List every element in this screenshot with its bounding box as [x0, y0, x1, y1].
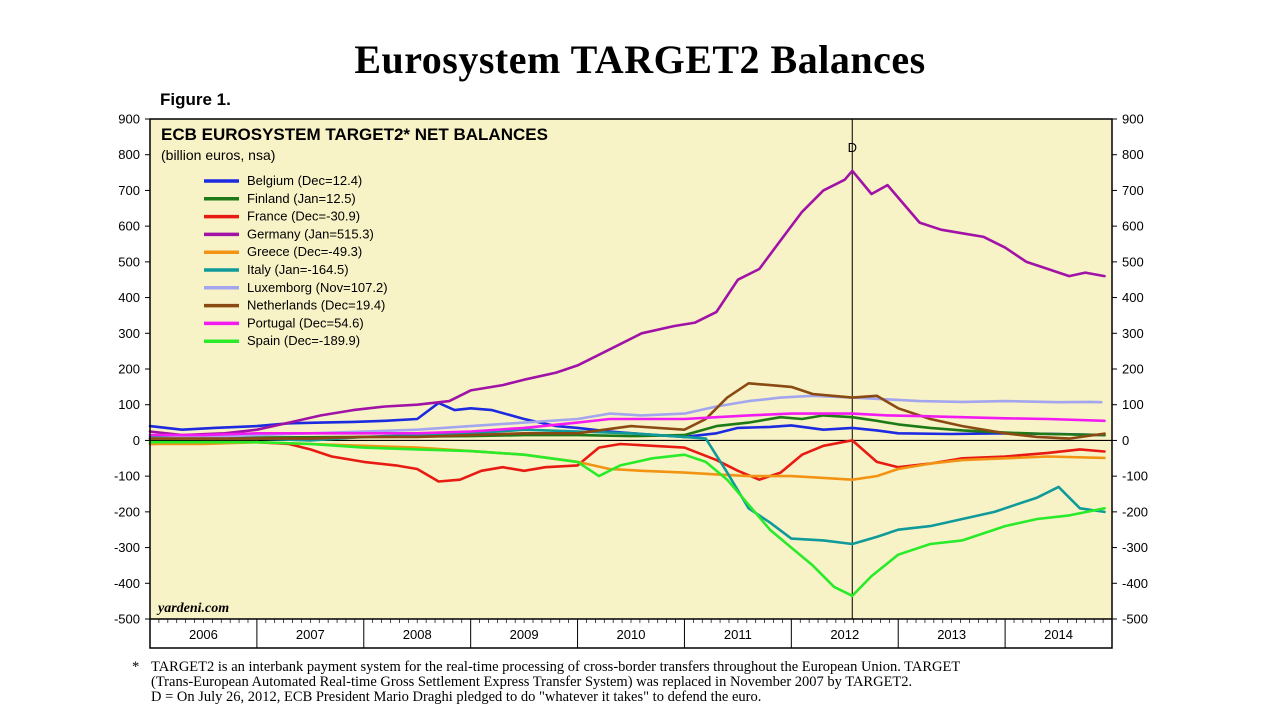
- footnote-line: (Trans-European Automated Real-time Gros…: [151, 674, 913, 690]
- y-tick-label-left: 600: [118, 219, 140, 234]
- legend-label: Italy (Jan=-164.5): [247, 262, 349, 277]
- series-line: [148, 401, 1106, 439]
- y-tick-label-right: 100: [1122, 397, 1144, 412]
- x-tick-label: 2011: [724, 627, 752, 642]
- footnote-marker: *: [132, 659, 140, 675]
- x-tick-label: 2014: [1044, 627, 1073, 642]
- plot-frame: [149, 118, 1113, 649]
- legend-label: Belgium (Dec=12.4): [247, 173, 362, 188]
- legend-label: Spain (Dec=-189.9): [247, 333, 360, 348]
- y-tick-label-right: 900: [1122, 112, 1144, 127]
- y-tick-label-left: 500: [118, 254, 140, 269]
- y-axis-ticks: 900 900 800 800 700 700 600 600 500 500 400 400 300 3…: [114, 112, 1148, 627]
- legend-label: Luxemborg (Nov=107.2): [247, 280, 388, 295]
- plot-background: [150, 119, 1112, 619]
- series-line: [148, 394, 1103, 440]
- series-lines: [148, 169, 1106, 598]
- y-tick-label-left: 400: [118, 290, 140, 305]
- series-line: [148, 169, 1106, 437]
- y-tick-label-left: 800: [118, 147, 140, 162]
- y-tick-label-right: 700: [1122, 183, 1144, 198]
- chart-title: ECB EUROSYSTEM TARGET2* NET BALANCES: [161, 125, 548, 144]
- legend: Belgium (Dec=12.4) Finland (Jan=12.5) Fran…: [204, 173, 388, 348]
- annotation-label: D: [848, 140, 857, 155]
- y-tick-label-right: 400: [1122, 290, 1144, 305]
- legend-label: Germany (Jan=515.3): [247, 226, 374, 241]
- y-tick-label-right: -200: [1122, 504, 1148, 519]
- legend-label: Portugal (Dec=54.6): [247, 315, 364, 330]
- x-tick-label: 2006: [189, 627, 218, 642]
- watermark: yardeni.com: [156, 601, 229, 616]
- figure-label: Figure 1.: [160, 90, 231, 109]
- y-tick-label-right: 0: [1122, 433, 1129, 448]
- legend-label: Finland (Jan=12.5): [247, 191, 356, 206]
- y-tick-label-left: 300: [118, 326, 140, 341]
- x-tick-label: 2007: [296, 627, 325, 642]
- y-tick-label-right: 200: [1122, 362, 1144, 377]
- y-tick-label-left: -200: [114, 504, 140, 519]
- legend-label: France (Dec=-30.9): [247, 209, 360, 224]
- legend-label: Greece (Dec=-49.3): [247, 244, 362, 259]
- y-tick-label-left: 900: [118, 112, 140, 127]
- y-tick-label-right: -400: [1122, 576, 1148, 591]
- x-axis-bands: 2006 2007 2008 2009 2010 2011 2012 2013 2014: [149, 618, 1113, 648]
- y-tick-label-right: 800: [1122, 147, 1144, 162]
- y-tick-label-right: -500: [1122, 612, 1148, 627]
- y-tick-label-left: 700: [118, 183, 140, 198]
- legend-label: Netherlands (Dec=19.4): [247, 298, 385, 313]
- y-tick-label-left: 0: [133, 433, 140, 448]
- y-tick-label-left: 100: [118, 397, 140, 412]
- footnote-line: TARGET2 is an interbank payment system f…: [151, 659, 961, 675]
- y-tick-label-left: 200: [118, 362, 140, 377]
- y-tick-label-left: -300: [114, 540, 140, 555]
- x-tick-label: 2013: [937, 627, 966, 642]
- x-tick-label: 2008: [403, 627, 432, 642]
- x-tick-label: 2012: [830, 627, 859, 642]
- x-tick-label: 2010: [617, 627, 646, 642]
- footnote-line: D = On July 26, 2012, ECB President Mari…: [151, 689, 762, 705]
- y-tick-label-left: -100: [114, 469, 140, 484]
- chart: 2006 2007 2008 2009 2010 2011 2012 2013 2014 900…: [114, 112, 1148, 649]
- x-tick-label: 2009: [510, 627, 539, 642]
- chart-subtitle: (billion euros, nsa): [161, 147, 275, 163]
- y-tick-label-right: 300: [1122, 326, 1144, 341]
- series-line: [148, 381, 1106, 440]
- footnote: * TARGET2 is an interbank payment system…: [132, 660, 1132, 705]
- series-line: [148, 440, 1106, 482]
- y-tick-label-left: -400: [114, 576, 140, 591]
- page-title: Eurosystem TARGET2 Balances: [354, 37, 926, 82]
- series-line: [148, 412, 1106, 437]
- y-tick-label-left: -500: [114, 612, 140, 627]
- y-tick-label-right: 600: [1122, 219, 1144, 234]
- y-tick-label-right: -300: [1122, 540, 1148, 555]
- series-line: [148, 440, 1106, 598]
- y-tick-label-right: -100: [1122, 469, 1148, 484]
- y-tick-label-right: 500: [1122, 254, 1144, 269]
